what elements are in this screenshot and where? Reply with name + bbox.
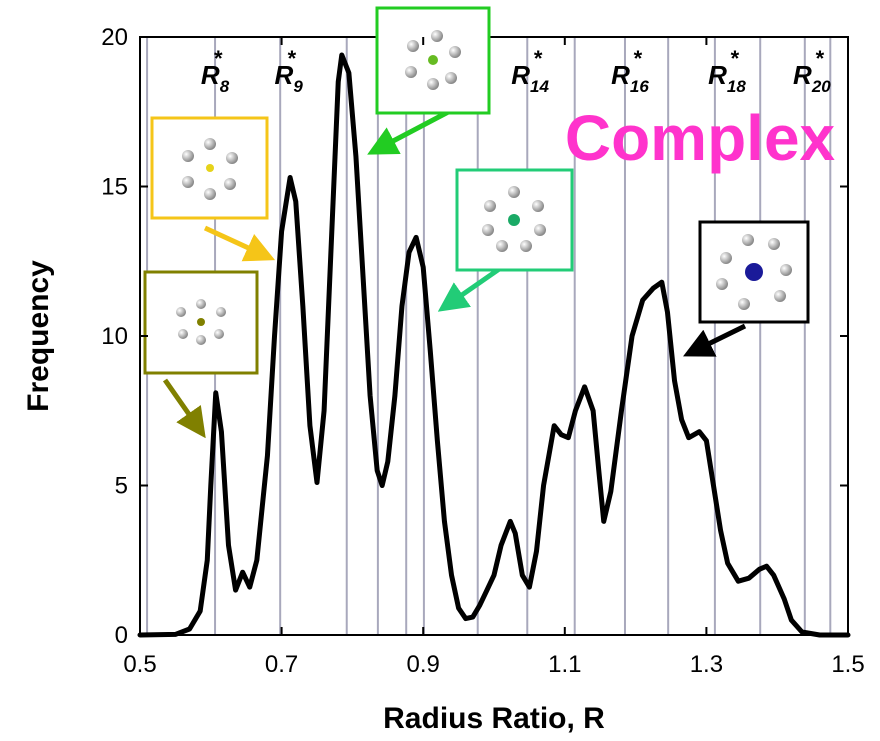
label-base: R <box>793 60 812 90</box>
label-subscript: 14 <box>530 77 549 96</box>
label-subscript: 18 <box>727 77 746 96</box>
label-base: R <box>611 60 630 90</box>
x-tick-label: 1.3 <box>690 651 723 678</box>
label-subscript: 20 <box>811 77 831 96</box>
label-superscript: * <box>287 46 297 71</box>
reference-label: R14 * <box>511 46 549 96</box>
chart: Complex Radius Ratio, R Frequency R8*R9*… <box>0 0 880 741</box>
label-superscript: * <box>213 46 223 71</box>
y-axis-label: Frequency <box>22 260 55 412</box>
reference-label: R18 * <box>708 46 746 96</box>
label-base: R <box>708 60 727 90</box>
label-subscript: 8 <box>220 77 230 96</box>
x-tick-label: 1.5 <box>831 651 864 678</box>
label-subscript: 9 <box>293 77 303 96</box>
y-tick-label: 20 <box>101 24 128 51</box>
label-superscript: * <box>533 46 543 71</box>
y-tick-label: 15 <box>101 174 128 201</box>
label-superscript: * <box>730 46 740 71</box>
x-axis-label: Radius Ratio, R <box>383 702 605 735</box>
reference-label: R20 * <box>793 46 831 96</box>
reference-label: R16 * <box>611 46 649 96</box>
x-tick-label: 0.9 <box>407 651 440 678</box>
label-superscript: * <box>633 46 643 71</box>
x-tick-label: 0.5 <box>123 651 156 678</box>
label-base: R <box>511 60 530 90</box>
y-tick-label: 5 <box>115 473 128 500</box>
y-tick-label: 0 <box>115 622 128 649</box>
label-superscript: * <box>815 46 825 71</box>
reference-label: R9* <box>275 46 304 96</box>
y-tick-label: 10 <box>101 323 128 350</box>
x-tick-label: 0.7 <box>265 651 298 678</box>
annotation: Complex <box>565 102 836 174</box>
x-tick-label: 1.1 <box>548 651 581 678</box>
reference-label: R8* <box>201 46 230 96</box>
label-subscript: 16 <box>630 77 649 96</box>
